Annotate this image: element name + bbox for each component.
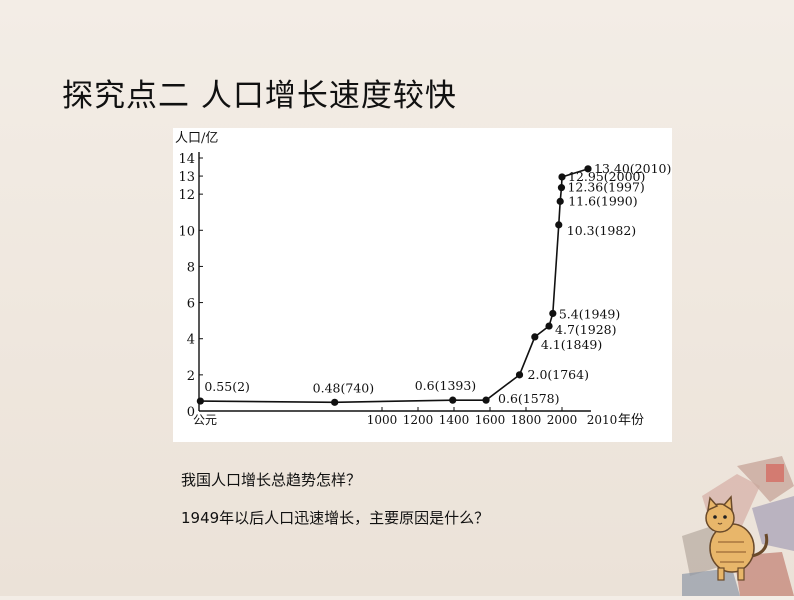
data-point xyxy=(556,197,564,205)
question-2: 1949年以后人口迅速增长，主要原因是什么？ xyxy=(181,509,490,527)
data-label: 5.4(1949) xyxy=(559,306,620,321)
data-point xyxy=(545,322,553,330)
x-start-label: 公元 xyxy=(193,413,217,427)
data-label: 0.55(2) xyxy=(204,379,250,394)
data-labels: 0.55(2) 0.48(740) 0.6(1393) 0.6(1578) 2.0(17… xyxy=(204,161,671,406)
data-label: 4.1(1849) xyxy=(541,337,602,352)
x-tick-label: 1800 xyxy=(511,413,542,427)
data-label: 13.40(2010) xyxy=(594,161,671,176)
y-tick-label: 8 xyxy=(187,260,195,275)
y-tick-label: 0 xyxy=(187,405,195,420)
x-tick-label: 1600 xyxy=(475,413,506,427)
y-tick-label: 6 xyxy=(187,297,195,312)
y-axis-label: 人口/亿 xyxy=(175,131,218,146)
population-chart: 人口/亿 0 2 4 6 8 10 12 13 14 公元 1000 1200 1400 1600 180… xyxy=(173,128,672,442)
data-label: 12.95(2000) xyxy=(568,169,645,184)
cat-icon xyxy=(682,456,794,596)
data-point xyxy=(555,221,563,229)
data-point xyxy=(331,398,339,406)
y-tick-label: 13 xyxy=(178,170,195,185)
question-1: 我国人口增长总趋势怎样？ xyxy=(181,471,362,489)
x-tick-label: 2010 xyxy=(587,413,618,427)
data-point xyxy=(482,396,490,404)
data-label: 4.7(1928) xyxy=(555,322,616,337)
data-label: 0.6(1393) xyxy=(415,378,476,393)
data-point xyxy=(196,397,204,405)
data-label: 2.0(1764) xyxy=(528,367,589,382)
data-point xyxy=(549,309,557,318)
x-tick-label: 1000 xyxy=(367,413,398,427)
chart-svg: 人口/亿 0 2 4 6 8 10 12 13 14 公元 1000 1200 1400 1600 180… xyxy=(175,131,671,428)
y-tick-label: 10 xyxy=(178,224,195,239)
y-ticks: 0 2 4 6 8 10 12 13 14 xyxy=(178,152,203,420)
x-tick-label: 1200 xyxy=(403,413,434,427)
data-label: 0.6(1578) xyxy=(498,391,559,406)
x-axis-label: 年份 xyxy=(618,413,644,428)
y-tick-label: 4 xyxy=(187,333,195,348)
x-tick-label: 1400 xyxy=(439,413,470,427)
slide-title: 探究点二 人口增长速度较快 xyxy=(62,78,457,114)
data-point xyxy=(531,333,539,341)
data-point xyxy=(557,184,566,192)
data-label: 11.6(1990) xyxy=(568,193,637,208)
data-label: 0.48(740) xyxy=(313,380,374,395)
y-tick-label: 2 xyxy=(187,369,195,384)
data-point xyxy=(558,173,566,181)
x-tick-label: 2000 xyxy=(547,413,578,427)
x-ticks: 公元 1000 1200 1400 1600 1800 2000 2010 年份 xyxy=(193,407,644,428)
y-tick-label: 12 xyxy=(178,188,195,203)
y-tick-label: 14 xyxy=(178,152,195,167)
data-points xyxy=(196,165,592,406)
data-point xyxy=(515,371,524,379)
data-label: 12.36(1997) xyxy=(567,180,644,195)
data-label: 10.3(1982) xyxy=(567,223,636,238)
data-point xyxy=(449,396,457,404)
data-point xyxy=(584,165,592,173)
